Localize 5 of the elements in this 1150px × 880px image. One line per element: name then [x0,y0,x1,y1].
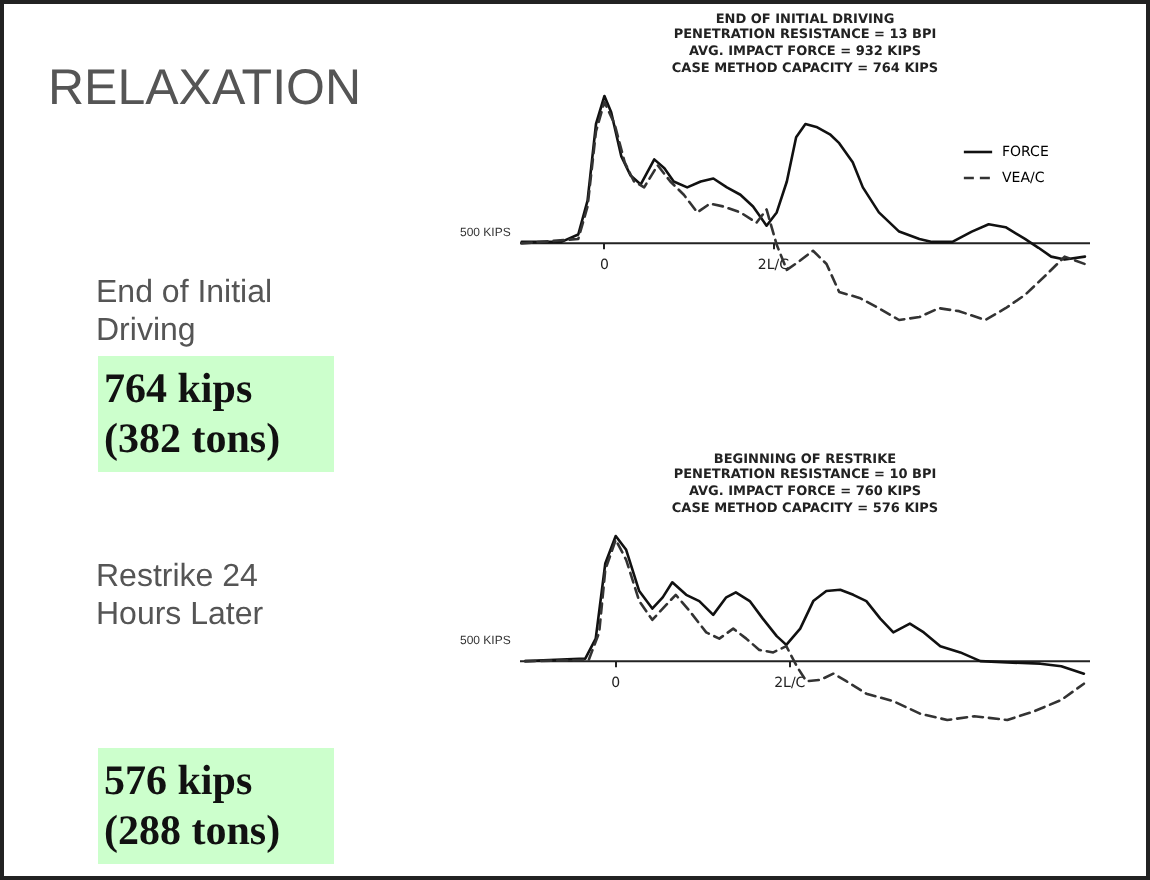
text: 576 kips (288 tons) [98,748,334,864]
text: End of Initial Driving [96,274,275,350]
text: RELAXATION [48,60,362,118]
text: 764 kips (382 tons) [98,356,334,472]
text: Restrike 24 Hours Later [96,558,266,634]
